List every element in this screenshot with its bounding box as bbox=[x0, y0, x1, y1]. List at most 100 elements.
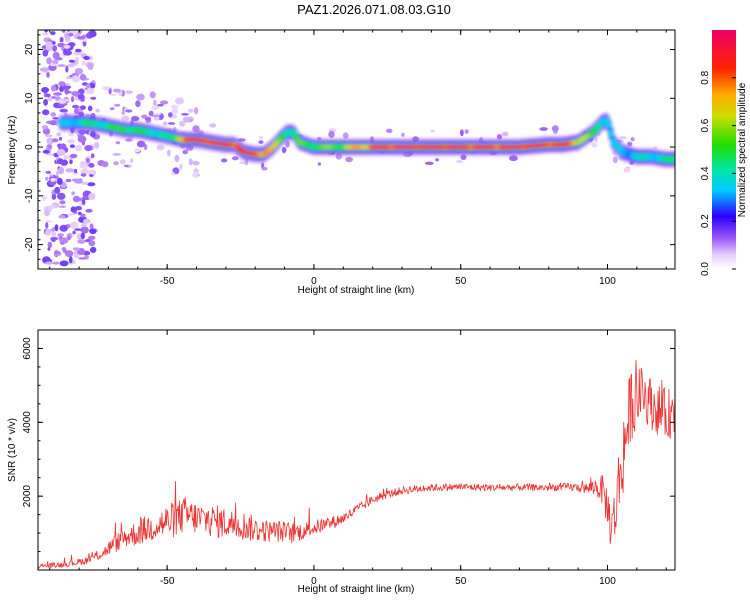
spectrogram-noise-blob bbox=[59, 38, 64, 43]
spectrogram-noise-blob bbox=[80, 232, 86, 240]
spectrogram-noise-blob bbox=[82, 198, 86, 205]
spectrogram-noise-blob bbox=[67, 213, 76, 216]
spectrogram-ridge bbox=[58, 111, 675, 169]
spectrogram-noise-blob bbox=[90, 153, 95, 159]
spectrogram-noise-blob bbox=[71, 191, 75, 196]
spectrogram-noise-blob bbox=[78, 211, 82, 216]
spectrogram-noise-blob bbox=[43, 98, 48, 106]
spectrogram-noise-blob bbox=[49, 63, 58, 67]
spectrogram-noise-blob bbox=[49, 204, 56, 210]
spectrogram-noise-blob bbox=[101, 161, 109, 168]
spectrogram-noise-blob bbox=[50, 85, 57, 92]
spectrogram-noise-blob bbox=[87, 182, 96, 187]
spectrogram-noise-blob bbox=[460, 129, 464, 137]
spectrogram-noise-blob bbox=[171, 172, 175, 176]
spectrogram-noise-blob bbox=[53, 92, 62, 96]
spectrogram-noise-blob bbox=[72, 195, 81, 203]
spectrogram-noise-blob bbox=[41, 125, 49, 130]
spectrogram-noise-blob bbox=[45, 228, 51, 236]
spectrogram-noise-blob bbox=[258, 140, 264, 144]
spectrogram-noise-blob bbox=[168, 122, 176, 125]
spectrogram-noise-blob bbox=[179, 163, 183, 170]
spectrogram-noise-blob bbox=[42, 127, 51, 135]
spectrogram-noise-blob bbox=[501, 131, 509, 137]
spectrogram-noise-blob bbox=[623, 167, 631, 173]
spectrogram-noise-blob bbox=[45, 93, 51, 98]
spectrogram-noise-blob bbox=[509, 155, 518, 162]
spectrogram-noise-blob bbox=[54, 224, 59, 232]
spectrogram-noise-blob bbox=[58, 136, 63, 141]
spectrogram-noise-blob bbox=[56, 149, 66, 156]
spectrogram-noise-blob bbox=[69, 159, 73, 165]
spectrogram-noise-blob bbox=[88, 235, 96, 240]
spectrogram-ridge-cell bbox=[304, 142, 312, 148]
spectrogram-noise-blob bbox=[76, 36, 86, 40]
spectrogram-noise-blob bbox=[134, 148, 141, 153]
spectrogram-noise-blob bbox=[80, 105, 86, 110]
spectrogram-noise-blob bbox=[44, 30, 48, 33]
spectrogram-noise-blob bbox=[74, 179, 83, 184]
spectrogram-noise-blob bbox=[82, 218, 91, 224]
spectrogram-noise-blob bbox=[619, 136, 627, 140]
spectrogram-noise-blob bbox=[157, 103, 164, 107]
spectrogram-noise-blob bbox=[59, 224, 68, 232]
spectrogram-noise-blob bbox=[89, 223, 94, 230]
spectrogram-ridge-cell bbox=[607, 130, 615, 137]
spectrogram-noise-blob bbox=[125, 90, 134, 94]
spectrogram-noise-blob bbox=[47, 153, 54, 157]
spectrogram-noise-blob bbox=[52, 138, 59, 143]
spectrogram-noise-blob bbox=[41, 32, 49, 36]
spectrogram-noise-blob bbox=[64, 250, 74, 258]
colorbar-label: Normalized spectral amplitude bbox=[737, 82, 748, 217]
spectrogram-noise-blob bbox=[50, 177, 56, 182]
spectrogram-noise-blob bbox=[171, 107, 178, 115]
spectrogram-noise-blob bbox=[591, 142, 598, 148]
spectrogram-panel: -50 0 50 100 -20 -10 0 10 20 Height of straight … bbox=[7, 29, 676, 296]
spectrogram-noise-blob bbox=[175, 97, 184, 105]
spectrogram-noise-blob bbox=[424, 161, 434, 165]
spectrogram-noise-blob bbox=[168, 112, 173, 118]
spectrogram-noise-blob bbox=[73, 251, 77, 254]
spectrogram-noise-blob bbox=[59, 260, 69, 267]
spectrogram-noise-blob bbox=[612, 156, 618, 164]
spectrogram-noise-blob bbox=[71, 91, 79, 97]
spectrogram-noise-blob bbox=[66, 76, 70, 80]
snr-y-tick-label: 2000 bbox=[22, 485, 33, 508]
spectrogram-noise-blob bbox=[188, 108, 194, 113]
spectrogram-noise-blob bbox=[209, 123, 217, 128]
spectrogram-noise-blob bbox=[46, 57, 52, 65]
spectrogram-noise-blob bbox=[285, 140, 290, 148]
spectrogram-noise-blob bbox=[69, 144, 75, 148]
spectrogram-noise-blob bbox=[54, 251, 61, 254]
spectrogram-noise-blob bbox=[125, 109, 133, 113]
spectrogram-y-tick-label: 20 bbox=[24, 44, 35, 56]
spectrogram-noise-blob bbox=[50, 228, 56, 232]
spectrogram-noise-blob bbox=[430, 129, 435, 133]
snr-x-tick-label: -50 bbox=[160, 576, 175, 587]
spectrogram-noise-blob bbox=[135, 100, 141, 108]
spectrogram-noise-blob bbox=[56, 192, 66, 200]
spectrogram-noise-blob bbox=[156, 144, 165, 151]
spectrogram-noise-blob bbox=[159, 100, 169, 105]
spectrogram-noise-blob bbox=[94, 141, 100, 149]
spectrogram-noise-blob bbox=[55, 175, 59, 180]
colorbar-gradient bbox=[712, 30, 736, 269]
spectrogram-noise-blob bbox=[539, 127, 548, 131]
spectrogram-noise-blob bbox=[74, 228, 82, 231]
colorbar-tick-label: 0.8 bbox=[700, 70, 711, 84]
spectrogram-noise-blob bbox=[73, 51, 82, 56]
spectrogram-noise-blob bbox=[46, 71, 50, 78]
spectrogram-noise-blob bbox=[50, 112, 57, 117]
spectrogram-y-label: Frequency (Hz) bbox=[7, 116, 18, 185]
spectrogram-noise-blob bbox=[551, 125, 559, 132]
spectrogram-noise-blob bbox=[80, 213, 86, 218]
spectrogram-noise-blob bbox=[65, 65, 69, 73]
spectrogram-noise-blob bbox=[59, 200, 66, 205]
spectrogram-noise-blob bbox=[109, 107, 115, 111]
spectrogram-noise-blob bbox=[52, 117, 59, 120]
spectrogram-noise-blob bbox=[45, 45, 55, 51]
spectrogram-ridge-cell bbox=[589, 130, 596, 136]
spectrogram-noise-blob bbox=[66, 86, 72, 89]
spectrogram-noise-blob bbox=[42, 109, 50, 116]
colorbar-ticks: 0.0 0.2 0.4 0.6 0.8 bbox=[700, 70, 736, 276]
